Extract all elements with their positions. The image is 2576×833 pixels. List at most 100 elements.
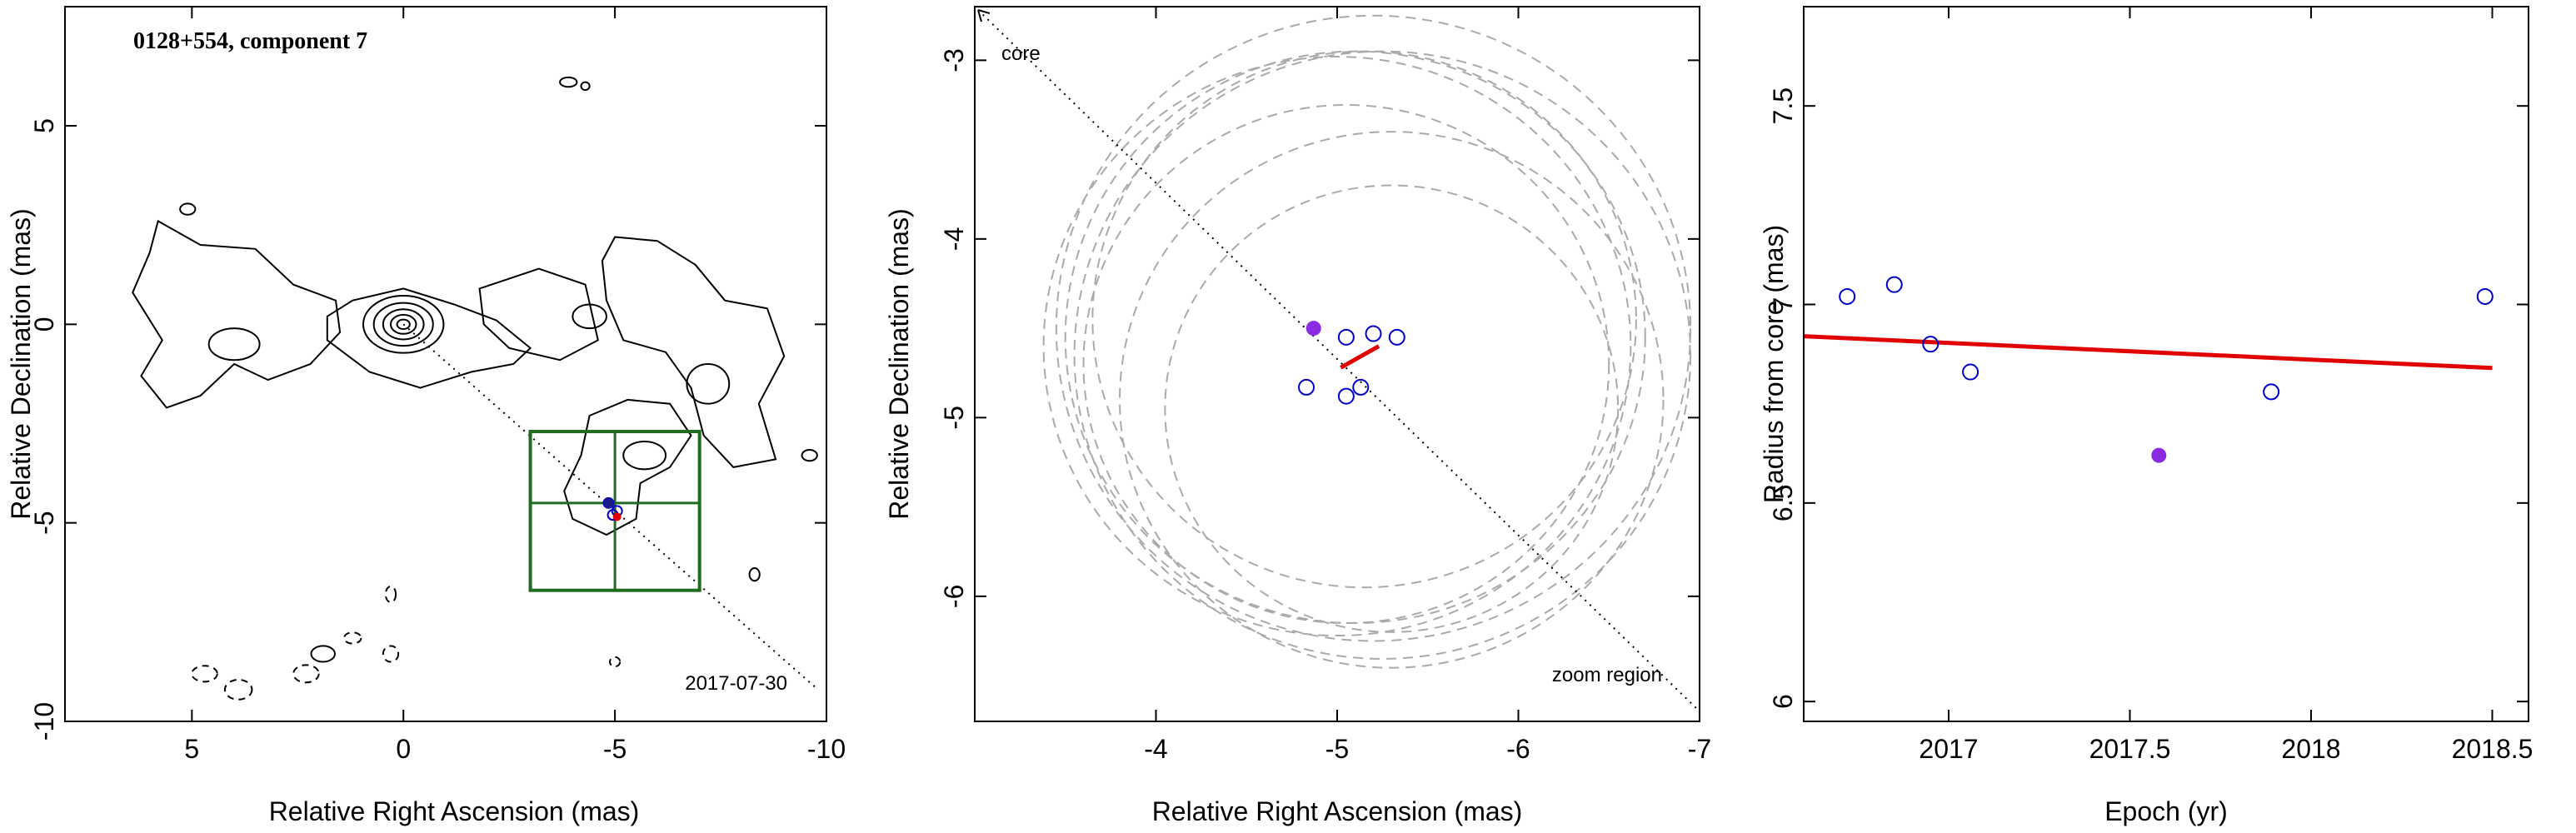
contour-xtick-label: -10: [807, 734, 846, 764]
position-point: [1388, 328, 1405, 346]
panel-contour-content: [132, 76, 819, 701]
zoom-ytick-label: -3: [939, 48, 969, 72]
position-point-filled: [1305, 321, 1321, 337]
radius-ytick-label: 7.5: [1768, 87, 1798, 124]
panel-radius-epoch: 2017 2017.5 2018 2018.566.577.5 Epoch (yr) …: [1759, 6, 2533, 826]
panel-zoom-content: [977, 9, 1700, 712]
beam-circle: [1082, 103, 1610, 625]
core-label: core: [1001, 42, 1041, 65]
negative-contour: [292, 664, 320, 684]
isolated-contour: [580, 81, 591, 92]
panel-radius-ticks: 2017 2017.5 2018 2018.5 6 6.5 7 7.5: [1768, 7, 2533, 764]
radius-xtick-label: 2018: [2281, 734, 2340, 764]
panel-radius-content: [1804, 276, 2494, 463]
zoom-xtick-label: -5: [1325, 734, 1349, 764]
emission-inner-contour: [686, 363, 731, 405]
position-point: [1352, 378, 1370, 396]
negative-contour: [223, 678, 253, 701]
emission-inner-contour: [622, 440, 667, 471]
panel-radius-xlabel: Epoch (yr): [2104, 796, 2228, 826]
contour-ytick-label: -10: [29, 702, 59, 741]
radius-ytick-label: 6.5: [1768, 485, 1798, 521]
zoom-xtick-label: -4: [1144, 734, 1167, 764]
radius-ytick-label: 6: [1768, 694, 1798, 709]
negative-contour: [382, 645, 400, 663]
core-contour: [362, 295, 445, 354]
panel-zoom-region: -4 -5 -6 -7 -6 -5 -4 -3 core zoom region Relati…: [884, 6, 1711, 826]
core-direction-line: [402, 323, 819, 691]
zoom-ytick-label: -4: [939, 227, 969, 251]
beam-circle: [1042, 56, 1632, 637]
beam-circle: [1164, 184, 1620, 633]
panel-contour-map: 5 0 -5 -10 -10 -5 0 5 0128+554, component 7 201…: [6, 6, 846, 826]
negative-contour: [609, 656, 622, 668]
radius-fit-line: [1804, 334, 2493, 371]
radius-point: [1839, 287, 1856, 305]
radius-point: [2263, 383, 2280, 401]
component-marker-filled: [603, 497, 614, 508]
contour-ytick-label: 0: [29, 317, 59, 332]
panel-zoom-xlabel: Relative Right Ascension (mas): [1152, 796, 1523, 826]
panel-radius-ylabel: Radius from core (mas): [1759, 225, 1789, 503]
beam-circle: [1091, 50, 1637, 589]
contour-ytick-label: -5: [29, 511, 59, 534]
isolated-contour: [748, 567, 761, 582]
position-fit-segment: [1340, 344, 1380, 370]
core-contour: [396, 318, 411, 331]
isolated-contour: [801, 448, 818, 462]
position-point: [1365, 325, 1382, 342]
panel-contour-ticks: 5 0 -5 -10 -10 -5 0 5: [29, 7, 846, 764]
radius-ytick-label: 7: [1768, 297, 1798, 312]
negative-contour: [343, 631, 362, 645]
radius-xtick-label: 2017.5: [2089, 734, 2171, 764]
radius-point: [1962, 363, 1979, 381]
component-fit-marker: [612, 512, 622, 521]
beam-circle: [1119, 131, 1665, 669]
emission-contour: [478, 267, 599, 362]
negative-contour: [384, 585, 397, 604]
position-point: [1337, 328, 1355, 346]
isolated-contour: [310, 645, 336, 663]
position-point: [1337, 387, 1355, 405]
panel-contour-ylabel: Relative Declination (mas): [6, 208, 36, 519]
contour-xtick-label: 0: [396, 734, 411, 764]
radius-point: [2476, 287, 2494, 305]
emission-contour: [601, 236, 786, 468]
zoom-ytick-label: -6: [939, 585, 969, 608]
isolated-contour: [559, 76, 578, 88]
core-contour: [389, 313, 417, 335]
panel-zoom-ticks: -4 -5 -6 -7 -6 -5 -4 -3: [939, 7, 1711, 764]
zoom-xtick-label: -7: [1688, 734, 1711, 764]
panel-zoom-ylabel: Relative Declination (mas): [884, 208, 914, 519]
radius-xtick-label: 2018.5: [2452, 734, 2534, 764]
emission-contour: [563, 398, 692, 536]
radius-point: [1885, 276, 1903, 293]
core-arrowhead: [977, 9, 991, 22]
contour-ytick-label: 5: [29, 118, 59, 133]
contour-xtick-label: -5: [603, 734, 627, 764]
core-outer-contour: [326, 287, 532, 389]
radius-point-filled: [2151, 447, 2167, 463]
panel-radius-frame: [1803, 6, 2529, 722]
zoom-region-label: zoom region: [1552, 664, 1662, 686]
beam-circle: [1073, 50, 1692, 660]
panel-contour-epoch-label: 2017-07-30: [685, 672, 787, 695]
beam-circle: [1055, 14, 1692, 642]
core-direction-line: [977, 9, 1700, 712]
zoom-xtick-label: -6: [1506, 734, 1530, 764]
panel-contour-title: 0128+554, component 7: [133, 28, 367, 54]
emission-contour: [132, 219, 342, 409]
core-contour: [382, 308, 425, 341]
emission-inner-contour: [207, 327, 261, 362]
position-point: [1298, 378, 1315, 396]
negative-contour: [191, 665, 218, 683]
panel-contour-frame: [64, 6, 827, 722]
emission-inner-contour: [572, 303, 607, 330]
contour-xtick-label: 5: [184, 734, 199, 764]
isolated-contour: [179, 202, 197, 216]
radius-xtick-label: 2017: [1919, 734, 1978, 764]
radius-point: [1922, 336, 1939, 353]
panel-contour-xlabel: Relative Right Ascension (mas): [269, 796, 640, 826]
zoom-ytick-label: -5: [939, 406, 969, 429]
